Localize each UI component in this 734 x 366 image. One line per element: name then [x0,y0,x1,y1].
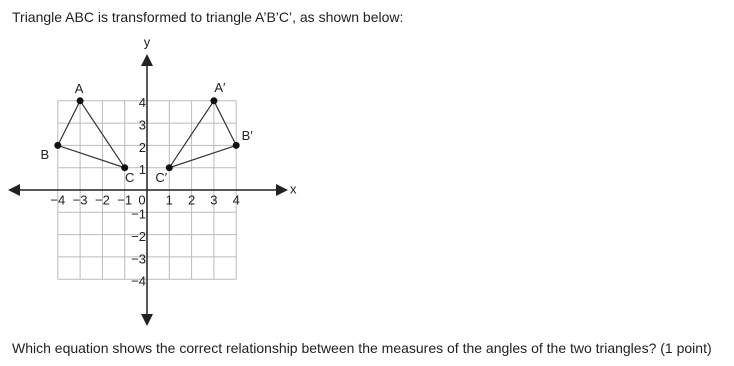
x-axis-label: x [290,181,297,196]
x-tick-label: −4 [50,192,65,207]
y-tick-label: 4 [139,95,146,110]
y-tick-label: −2 [131,229,146,244]
triangle [56,99,127,169]
vertex-label: B′ [242,128,254,143]
y-tick-label: −1 [131,207,146,222]
y-tick-label: −4 [131,274,146,289]
vertex [76,97,84,105]
header-text: Triangle ABC is transformed to triangle … [12,9,404,25]
x-tick-label: −2 [95,192,110,207]
y-axis-label: y [144,34,151,49]
y-tick-label: −3 [131,251,146,266]
vertex [165,164,173,172]
vertex [54,141,62,149]
y-tick-label: 1 [139,162,146,177]
x-tick-label: −3 [73,192,88,207]
vertex-label: B [40,147,49,162]
triangle [167,99,238,169]
x-tick-label: 4 [233,192,240,207]
vertex-label: A′ [214,80,226,95]
x-tick-label: 1 [166,192,173,207]
y-tick-label: 2 [139,140,146,155]
x-tick-label: 3 [210,192,217,207]
vertex-label: C′ [155,170,167,185]
x-tick-label: 0 [138,192,145,207]
x-tick-label: −1 [117,192,132,207]
question-text: Which equation shows the correct relatio… [12,340,712,356]
vertex-label: C [125,170,134,185]
y-tick-label: 3 [139,118,146,133]
vertex-label: A [75,81,84,96]
vertex [121,164,129,172]
x-tick-label: 2 [188,192,195,207]
vertex [232,141,240,149]
vertex [210,97,218,105]
